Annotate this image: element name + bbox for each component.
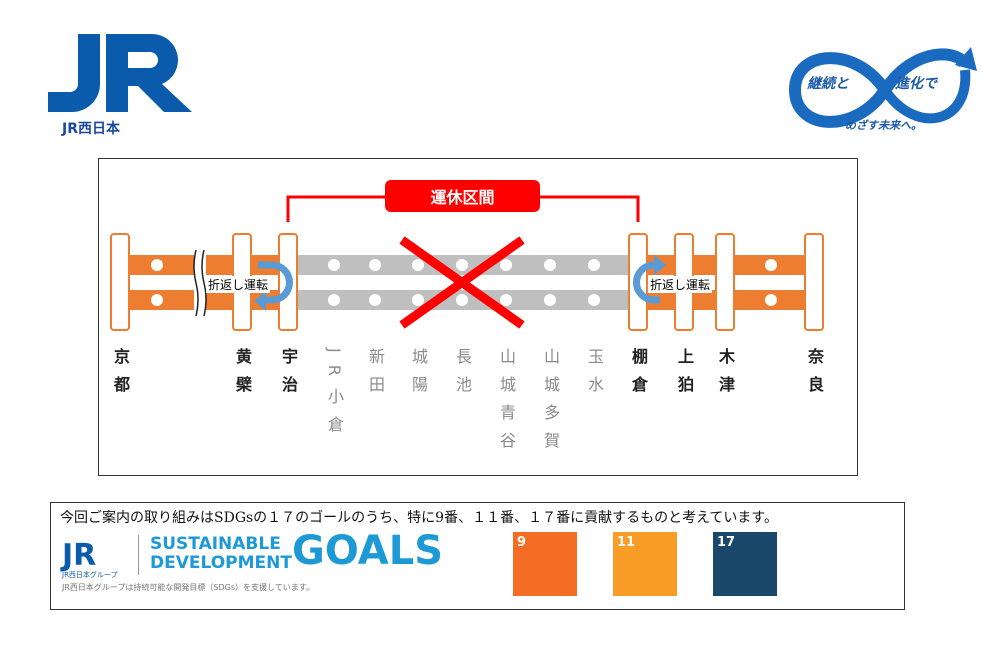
suspended-bracket — [286, 180, 640, 222]
train-dot — [412, 294, 424, 306]
turnback-arrow-right-icon — [633, 255, 666, 304]
station-name: 宇治 — [279, 348, 298, 404]
train-dot — [500, 259, 512, 271]
station-name: 新田 — [366, 348, 385, 404]
station-post — [110, 233, 130, 331]
slogan-right: 進化で — [895, 76, 937, 92]
train-dot — [328, 259, 340, 271]
train-dot — [456, 294, 468, 306]
divider — [138, 535, 139, 575]
jr-group-logo: JR — [62, 538, 97, 573]
suspended-section-label: 運休区間 — [430, 188, 495, 207]
train-dots — [151, 259, 777, 306]
station-name: 城陽 — [409, 348, 428, 404]
station-name: 長池 — [453, 348, 472, 404]
station-name: JR小倉 — [325, 348, 344, 444]
train-dot — [765, 259, 777, 271]
station-name: 黄檗 — [233, 348, 252, 404]
turnback-label-left: 折返し運転 — [206, 276, 271, 293]
station-post — [804, 233, 824, 331]
train-dot — [544, 259, 556, 271]
train-dot — [151, 259, 163, 271]
sdgs-goals-wordmark: GOALS — [292, 528, 444, 574]
train-dot — [369, 294, 381, 306]
station-name: 木津 — [716, 348, 735, 404]
sdg-goal-11-tile: 11 — [613, 532, 677, 596]
train-dot — [500, 294, 512, 306]
sdg-goal-17-tile: 17 — [713, 532, 777, 596]
sdgs-line2: DEVELOPMENT — [150, 553, 292, 573]
line-break-mark — [193, 249, 207, 317]
train-dot — [765, 294, 777, 306]
station-name: 上狛 — [675, 348, 694, 404]
station-name: 山城青谷 — [497, 348, 516, 460]
sdgs-box — [50, 502, 905, 610]
turnback-label-right: 折返し運転 — [648, 276, 713, 293]
slogan-bottom: めざす未来へ。 — [845, 119, 922, 132]
suspended-x-mark — [399, 236, 525, 329]
train-dot — [588, 294, 600, 306]
station-name: 棚倉 — [629, 348, 648, 404]
slogan-left: 継続と — [807, 76, 849, 92]
sdg-goal-9-tile: 9 — [513, 532, 577, 596]
sdgs-logo-text: SUSTAINABLE DEVELOPMENT — [150, 535, 292, 573]
train-dot — [544, 294, 556, 306]
sdgs-note: 今回ご案内の取り組みはSDGsの１７のゴールのうち、特に9番、１１番、１７番に貢… — [60, 510, 778, 526]
jr-west-wordmark: JR西日本 — [62, 121, 120, 137]
jr-group-label: JR西日本グループ — [62, 571, 118, 579]
turnback-arrow-left-icon — [254, 261, 293, 311]
station-name: 奈良 — [805, 348, 824, 404]
sdgs-line1: SUSTAINABLE — [150, 534, 281, 554]
train-dot — [588, 259, 600, 271]
train-dot — [369, 259, 381, 271]
train-dot — [412, 259, 424, 271]
jr-west-logo — [48, 34, 192, 112]
train-dot — [151, 294, 163, 306]
station-name: 京都 — [111, 348, 130, 404]
sdgs-support-text: JR西日本グループは持続可能な開発目標（SDGs）を支援しています。 — [62, 583, 315, 592]
station-name: 玉水 — [585, 348, 604, 404]
route-diagram-frame — [98, 158, 858, 476]
slogan-logo: 継続と 進化で めざす未来へ。 — [785, 25, 985, 150]
station-post — [715, 233, 735, 331]
train-dot — [328, 294, 340, 306]
station-name: 山城多賀 — [541, 348, 560, 460]
train-dot — [456, 259, 468, 271]
